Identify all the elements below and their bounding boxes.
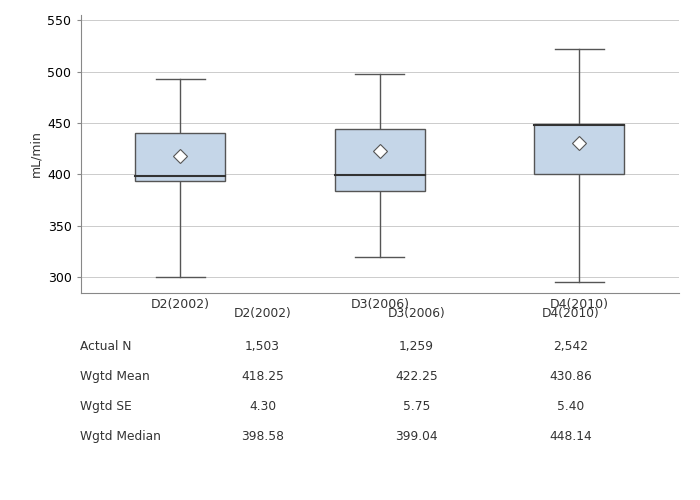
Text: 399.04: 399.04 xyxy=(395,430,438,443)
Text: 2,542: 2,542 xyxy=(553,340,588,353)
Text: 398.58: 398.58 xyxy=(241,430,284,443)
Text: Wgtd Median: Wgtd Median xyxy=(80,430,162,443)
Text: Wgtd SE: Wgtd SE xyxy=(80,400,132,413)
Bar xyxy=(534,124,624,174)
Y-axis label: mL/min: mL/min xyxy=(29,130,42,177)
Text: 422.25: 422.25 xyxy=(395,370,438,383)
Text: Wgtd Mean: Wgtd Mean xyxy=(80,370,150,383)
Text: 1,503: 1,503 xyxy=(245,340,280,353)
Bar xyxy=(335,129,425,190)
Text: D3(2006): D3(2006) xyxy=(388,308,445,320)
Bar xyxy=(135,133,225,182)
Text: Actual N: Actual N xyxy=(80,340,132,353)
Text: 430.86: 430.86 xyxy=(549,370,592,383)
Text: D2(2002): D2(2002) xyxy=(234,308,291,320)
Text: 5.40: 5.40 xyxy=(557,400,584,413)
Text: 4.30: 4.30 xyxy=(249,400,276,413)
Text: 448.14: 448.14 xyxy=(549,430,592,443)
Text: 1,259: 1,259 xyxy=(399,340,434,353)
Bar xyxy=(135,133,225,182)
Text: 5.75: 5.75 xyxy=(402,400,430,413)
Bar xyxy=(534,124,624,174)
Text: D4(2010): D4(2010) xyxy=(542,308,599,320)
Bar xyxy=(335,129,425,190)
Text: 418.25: 418.25 xyxy=(241,370,284,383)
